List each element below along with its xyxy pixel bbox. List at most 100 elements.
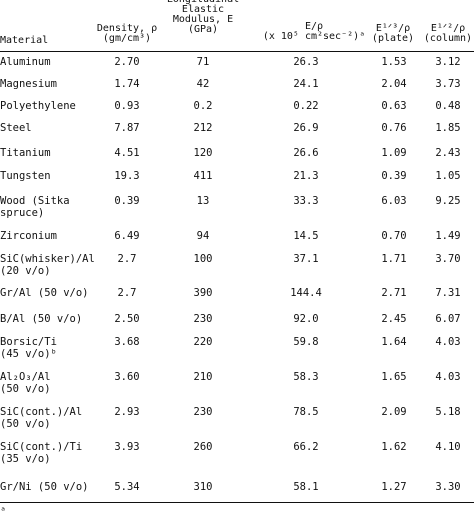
cell-column: 1.49 xyxy=(435,230,461,242)
cell-column: 1.05 xyxy=(435,170,461,182)
cell-column: 7.31 xyxy=(435,287,461,299)
header-column: E¹ᐟ²/ρ (column) xyxy=(423,23,473,44)
cell-e-over-rho: 33.3 xyxy=(293,195,319,207)
cell-density: 19.3 xyxy=(114,170,140,182)
cell-plate: 2.04 xyxy=(381,78,407,90)
cell-modulus: 100 xyxy=(193,253,213,265)
cell-density: 6.49 xyxy=(114,230,140,242)
cell-plate: 2.71 xyxy=(381,287,407,299)
cell-e-over-rho: 78.5 xyxy=(293,406,319,418)
header-density: Density, ρ (gm/cm³) xyxy=(96,23,158,44)
cell-material: SiC(cont.)/Al (50 v/o) xyxy=(0,406,83,430)
cell-modulus: 411 xyxy=(193,170,213,182)
cell-plate: 0.76 xyxy=(381,122,407,134)
cell-density: 2.93 xyxy=(114,406,140,418)
footnote-marker: ᵃ xyxy=(0,506,7,517)
cell-material: Al₂O₃/Al (50 v/o) xyxy=(0,371,51,395)
cell-density: 2.70 xyxy=(114,56,140,68)
cell-density: 0.39 xyxy=(114,195,140,207)
cell-e-over-rho: 14.5 xyxy=(293,230,319,242)
cell-plate: 1.64 xyxy=(381,336,407,348)
cell-plate: 1.53 xyxy=(381,56,407,68)
cell-modulus: 94 xyxy=(196,230,210,242)
cell-material: SiC(whisker)/Al (20 v/o) xyxy=(0,253,95,277)
cell-material: Aluminum xyxy=(0,56,51,68)
bottom-rule xyxy=(0,502,474,503)
cell-density: 1.74 xyxy=(114,78,140,90)
cell-material: Gr/Al (50 v/o) xyxy=(0,287,89,299)
cell-plate: 1.27 xyxy=(381,481,407,493)
cell-column: 0.48 xyxy=(435,100,461,112)
cell-e-over-rho: 144.4 xyxy=(290,287,322,299)
cell-plate: 1.71 xyxy=(381,253,407,265)
cell-density: 7.87 xyxy=(114,122,140,134)
cell-column: 9.25 xyxy=(435,195,461,207)
cell-density: 4.51 xyxy=(114,147,140,159)
cell-plate: 1.62 xyxy=(381,441,407,453)
cell-plate: 0.63 xyxy=(381,100,407,112)
cell-density: 3.68 xyxy=(114,336,140,348)
cell-modulus: 71 xyxy=(196,56,210,68)
cell-plate: 6.03 xyxy=(381,195,407,207)
cell-modulus: 310 xyxy=(193,481,213,493)
cell-column: 3.70 xyxy=(435,253,461,265)
cell-material: Magnesium xyxy=(0,78,57,90)
cell-column: 1.85 xyxy=(435,122,461,134)
cell-column: 3.12 xyxy=(435,56,461,68)
cell-modulus: 390 xyxy=(193,287,213,299)
cell-plate: 1.09 xyxy=(381,147,407,159)
cell-modulus: 212 xyxy=(193,122,213,134)
cell-column: 3.73 xyxy=(435,78,461,90)
cell-modulus: 230 xyxy=(193,406,213,418)
cell-e-over-rho: 0.22 xyxy=(293,100,319,112)
cell-column: 4.10 xyxy=(435,441,461,453)
cell-material: Steel xyxy=(0,122,32,134)
cell-modulus: 0.2 xyxy=(193,100,213,112)
cell-column: 5.18 xyxy=(435,406,461,418)
cell-density: 2.7 xyxy=(117,253,137,265)
cell-e-over-rho: 24.1 xyxy=(293,78,319,90)
cell-e-over-rho: 37.1 xyxy=(293,253,319,265)
cell-density: 2.50 xyxy=(114,313,140,325)
cell-e-over-rho: 21.3 xyxy=(293,170,319,182)
cell-material: Gr/Ni (50 v/o) xyxy=(0,481,89,493)
cell-density: 5.34 xyxy=(114,481,140,493)
cell-modulus: 42 xyxy=(196,78,210,90)
cell-e-over-rho: 58.1 xyxy=(293,481,319,493)
cell-modulus: 210 xyxy=(193,371,213,383)
cell-modulus: 220 xyxy=(193,336,213,348)
cell-plate: 2.45 xyxy=(381,313,407,325)
cell-e-over-rho: 92.0 xyxy=(293,313,319,325)
cell-e-over-rho: 59.8 xyxy=(293,336,319,348)
cell-column: 2.43 xyxy=(435,147,461,159)
cell-material: SiC(cont.)/Ti (35 v/o) xyxy=(0,441,83,465)
cell-e-over-rho: 26.3 xyxy=(293,56,319,68)
cell-e-over-rho: 66.2 xyxy=(293,441,319,453)
header-e-over-rho: E/ρ (x 10⁵ cm²sec⁻²)ᵃ xyxy=(262,21,366,42)
cell-plate: 2.09 xyxy=(381,406,407,418)
cell-modulus: 13 xyxy=(196,195,210,207)
cell-material: B/Al (50 v/o) xyxy=(0,313,83,325)
cell-density: 2.7 xyxy=(117,287,137,299)
cell-plate: 0.39 xyxy=(381,170,407,182)
header-modulus: Longitudinal Elastic Modulus, E (GPa) xyxy=(167,0,239,35)
cell-e-over-rho: 26.6 xyxy=(293,147,319,159)
header-rule xyxy=(0,51,474,52)
cell-density: 3.60 xyxy=(114,371,140,383)
cell-column: 4.03 xyxy=(435,371,461,383)
cell-density: 3.93 xyxy=(114,441,140,453)
cell-column: 4.03 xyxy=(435,336,461,348)
cell-modulus: 120 xyxy=(193,147,213,159)
cell-material: Titanium xyxy=(0,147,51,159)
cell-e-over-rho: 26.9 xyxy=(293,122,319,134)
header-plate: E¹ᐟ³/ρ (plate) xyxy=(371,23,415,44)
cell-material: Borsic/Ti (45 v/o)ᵇ xyxy=(0,336,57,360)
cell-column: 6.07 xyxy=(435,313,461,325)
cell-modulus: 230 xyxy=(193,313,213,325)
cell-density: 0.93 xyxy=(114,100,140,112)
cell-plate: 0.70 xyxy=(381,230,407,242)
cell-material: Tungsten xyxy=(0,170,51,182)
cell-material: Zirconium xyxy=(0,230,57,242)
cell-material: Polyethylene xyxy=(0,100,76,112)
